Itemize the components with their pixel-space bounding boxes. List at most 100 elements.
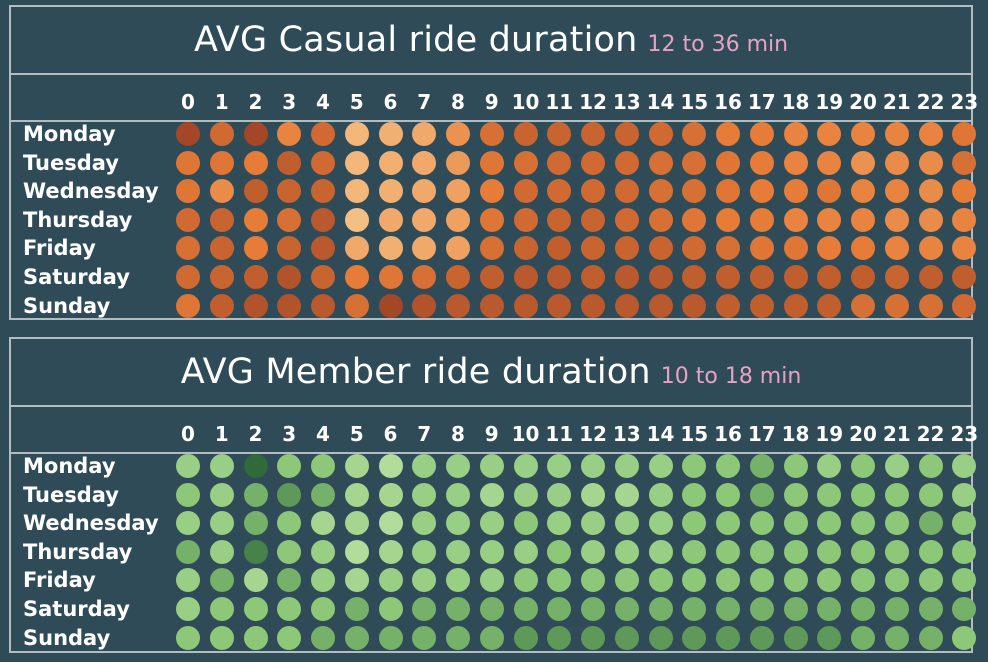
member-cell-saturday-16[interactable] [716,597,740,621]
casual-cell-saturday-20[interactable] [851,265,875,289]
casual-cell-wednesday-10[interactable] [513,179,538,204]
member-cell-saturday-2[interactable] [243,597,268,621]
member-cell-thursday-16[interactable] [716,539,740,564]
member-cell-friday-0[interactable] [176,568,200,593]
member-cell-thursday-23[interactable] [952,539,977,564]
member-cell-saturday-14[interactable] [648,597,673,621]
member-cell-sunday-15[interactable] [682,625,707,650]
member-cell-thursday-22[interactable] [918,539,943,564]
member-cell-tuesday-13[interactable] [614,482,639,507]
casual-cell-saturday-22[interactable] [918,265,943,289]
member-cell-thursday-9[interactable] [479,539,504,564]
member-cell-saturday-18[interactable] [783,597,808,621]
casual-cell-thursday-11[interactable] [547,207,572,232]
casual-cell-friday-15[interactable] [682,236,707,261]
member-cell-saturday-3[interactable] [277,597,302,621]
casual-cell-tuesday-12[interactable] [581,150,605,175]
casual-cell-monday-3[interactable] [277,122,302,146]
member-cell-monday-9[interactable] [479,454,504,478]
casual-cell-thursday-13[interactable] [614,207,639,232]
casual-cell-tuesday-13[interactable] [614,150,639,175]
casual-cell-sunday-7[interactable] [412,293,437,318]
casual-cell-wednesday-8[interactable] [446,179,470,204]
casual-cell-sunday-19[interactable] [817,293,842,318]
member-cell-friday-22[interactable] [918,568,943,593]
member-cell-friday-18[interactable] [783,568,808,593]
member-cell-tuesday-2[interactable] [243,482,268,507]
casual-cell-wednesday-18[interactable] [783,179,808,204]
member-cell-monday-15[interactable] [682,454,707,478]
member-cell-thursday-8[interactable] [446,539,470,564]
member-cell-sunday-18[interactable] [783,625,808,650]
casual-cell-monday-1[interactable] [209,122,234,146]
member-cell-friday-10[interactable] [513,568,538,593]
member-cell-saturday-12[interactable] [581,597,605,621]
member-cell-thursday-13[interactable] [614,539,639,564]
member-cell-sunday-12[interactable] [581,625,605,650]
casual-cell-thursday-2[interactable] [243,207,268,232]
casual-cell-thursday-8[interactable] [446,207,470,232]
casual-cell-sunday-12[interactable] [581,293,605,318]
casual-cell-tuesday-3[interactable] [277,150,302,175]
casual-cell-wednesday-20[interactable] [851,179,875,204]
casual-cell-wednesday-6[interactable] [378,179,403,204]
member-cell-monday-5[interactable] [344,454,369,478]
member-cell-saturday-22[interactable] [918,597,943,621]
casual-cell-wednesday-1[interactable] [209,179,234,204]
casual-cell-friday-16[interactable] [716,236,740,261]
casual-cell-friday-12[interactable] [581,236,605,261]
member-cell-friday-13[interactable] [614,568,639,593]
casual-cell-monday-12[interactable] [581,122,605,146]
casual-cell-tuesday-17[interactable] [749,150,774,175]
member-cell-tuesday-6[interactable] [378,482,403,507]
casual-cell-saturday-16[interactable] [716,265,740,289]
casual-cell-tuesday-11[interactable] [547,150,572,175]
member-cell-monday-8[interactable] [446,454,470,478]
member-cell-saturday-21[interactable] [884,597,909,621]
member-cell-friday-9[interactable] [479,568,504,593]
member-cell-thursday-4[interactable] [311,539,335,564]
member-cell-friday-3[interactable] [277,568,302,593]
member-cell-friday-5[interactable] [344,568,369,593]
member-cell-friday-17[interactable] [749,568,774,593]
member-cell-sunday-10[interactable] [513,625,538,650]
casual-cell-thursday-19[interactable] [817,207,842,232]
member-cell-wednesday-15[interactable] [682,511,707,536]
member-cell-wednesday-14[interactable] [648,511,673,536]
member-cell-wednesday-23[interactable] [952,511,977,536]
casual-cell-thursday-9[interactable] [479,207,504,232]
casual-cell-friday-7[interactable] [412,236,437,261]
casual-cell-wednesday-19[interactable] [817,179,842,204]
casual-cell-saturday-23[interactable] [952,265,977,289]
member-cell-sunday-11[interactable] [547,625,572,650]
member-cell-monday-21[interactable] [884,454,909,478]
member-cell-sunday-3[interactable] [277,625,302,650]
casual-cell-wednesday-9[interactable] [479,179,504,204]
member-cell-thursday-20[interactable] [851,539,875,564]
casual-cell-monday-21[interactable] [884,122,909,146]
member-cell-thursday-1[interactable] [209,539,234,564]
casual-cell-thursday-18[interactable] [783,207,808,232]
casual-cell-wednesday-7[interactable] [412,179,437,204]
casual-cell-monday-18[interactable] [783,122,808,146]
casual-cell-thursday-20[interactable] [851,207,875,232]
member-cell-wednesday-16[interactable] [716,511,740,536]
member-cell-saturday-0[interactable] [176,597,200,621]
member-cell-monday-18[interactable] [783,454,808,478]
member-cell-friday-12[interactable] [581,568,605,593]
member-cell-tuesday-21[interactable] [884,482,909,507]
member-cell-thursday-10[interactable] [513,539,538,564]
member-cell-tuesday-23[interactable] [952,482,977,507]
casual-cell-saturday-7[interactable] [412,265,437,289]
casual-cell-monday-5[interactable] [344,122,369,146]
member-cell-monday-11[interactable] [547,454,572,478]
member-cell-wednesday-3[interactable] [277,511,302,536]
casual-cell-thursday-10[interactable] [513,207,538,232]
member-cell-sunday-17[interactable] [749,625,774,650]
casual-cell-tuesday-14[interactable] [648,150,673,175]
casual-cell-saturday-2[interactable] [243,265,268,289]
casual-cell-friday-5[interactable] [344,236,369,261]
member-cell-thursday-6[interactable] [378,539,403,564]
casual-cell-thursday-4[interactable] [311,207,335,232]
casual-cell-thursday-7[interactable] [412,207,437,232]
